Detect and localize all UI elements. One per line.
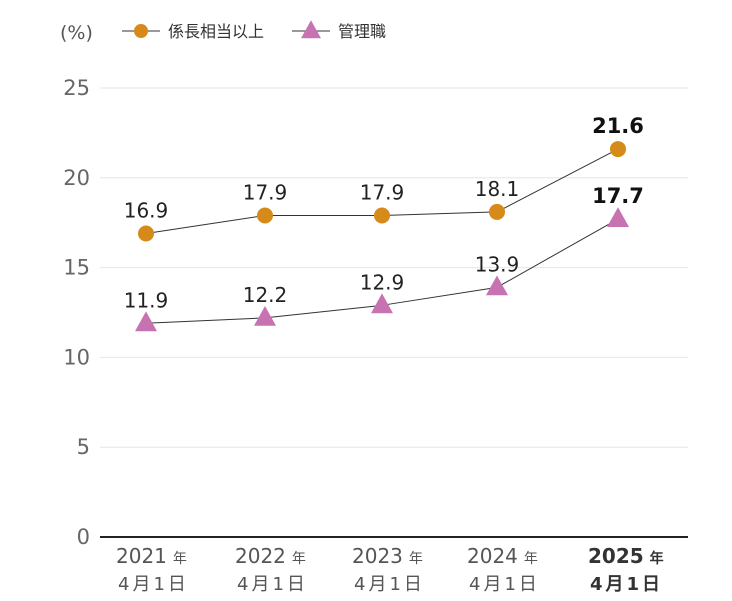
data-label-s1-3: 18.1: [475, 177, 520, 201]
series-1: 16.9 17.9 17.9 18.1 21.6: [124, 114, 644, 242]
point-s2-1: [254, 306, 276, 326]
point-s2-0: [135, 311, 157, 332]
y-tick-label-5: 5: [77, 435, 90, 459]
point-s1-2: [374, 207, 390, 224]
legend-marker-triangle: [301, 20, 321, 39]
point-s1-0: [138, 225, 154, 242]
y-tick-label-20: 20: [63, 166, 90, 190]
legend-label-2: 管理職: [338, 22, 386, 41]
data-label-s1-4: 21.6: [592, 114, 644, 138]
x-tick-year-2024: 2024 年: [467, 544, 538, 568]
x-tick-year-2023: 2023 年: [352, 544, 423, 568]
series-layer: 16.9 17.9 17.9 18.1 21.6 11.9 12.2 12.9 13.9 17.7: [124, 114, 644, 332]
point-s2-2: [371, 293, 393, 314]
point-s1-3: [489, 203, 505, 220]
data-label-s2-4: 17.7: [592, 184, 644, 208]
x-tick-date-2022: 4月1日: [237, 574, 308, 595]
x-tick-year-2021: 2021 年: [116, 544, 187, 568]
y-unit-label: (%): [60, 22, 93, 44]
legend-marker-circle: [134, 24, 148, 38]
x-tick-date-2023: 4月1日: [354, 574, 425, 595]
data-label-s1-2: 17.9: [360, 181, 405, 205]
series-2: 11.9 12.2 12.9 13.9 17.7: [124, 184, 644, 332]
grid-lines: [100, 87, 688, 448]
y-tick-label-0: 0: [77, 525, 90, 549]
y-tick-label-25: 25: [63, 76, 90, 100]
data-label-s1-1: 17.9: [243, 181, 288, 205]
x-axis-ticks: 2021 年 4月1日 2022 年 4月1日 2023 年 4月1日 2024 年 4月1日 2025…: [116, 544, 664, 595]
data-label-s2-2: 12.9: [360, 270, 405, 294]
y-axis-ticks: 0 5 10 15 20 25: [63, 76, 90, 549]
legend-label-1: 係長相当以上: [168, 22, 264, 41]
x-tick-date-2025: 4月1日: [590, 574, 663, 595]
data-label-s2-0: 11.9: [124, 288, 169, 312]
point-s2-4: [607, 207, 629, 228]
data-label-s2-1: 12.2: [243, 283, 288, 307]
x-tick-date-2024: 4月1日: [469, 574, 540, 595]
point-s1-1: [257, 207, 273, 224]
x-tick-year-2025: 2025 年: [588, 544, 664, 568]
point-s1-4: [610, 141, 626, 158]
y-tick-label-10: 10: [63, 345, 90, 369]
point-s2-3: [486, 275, 508, 296]
x-tick-date-2021: 4月1日: [118, 574, 189, 595]
x-tick-year-2022: 2022 年: [235, 544, 306, 568]
data-label-s1-0: 16.9: [124, 198, 169, 222]
legend: (%) 係長相当以上 管理職: [60, 20, 386, 44]
y-tick-label-15: 15: [63, 256, 90, 280]
data-label-s2-3: 13.9: [475, 252, 520, 276]
